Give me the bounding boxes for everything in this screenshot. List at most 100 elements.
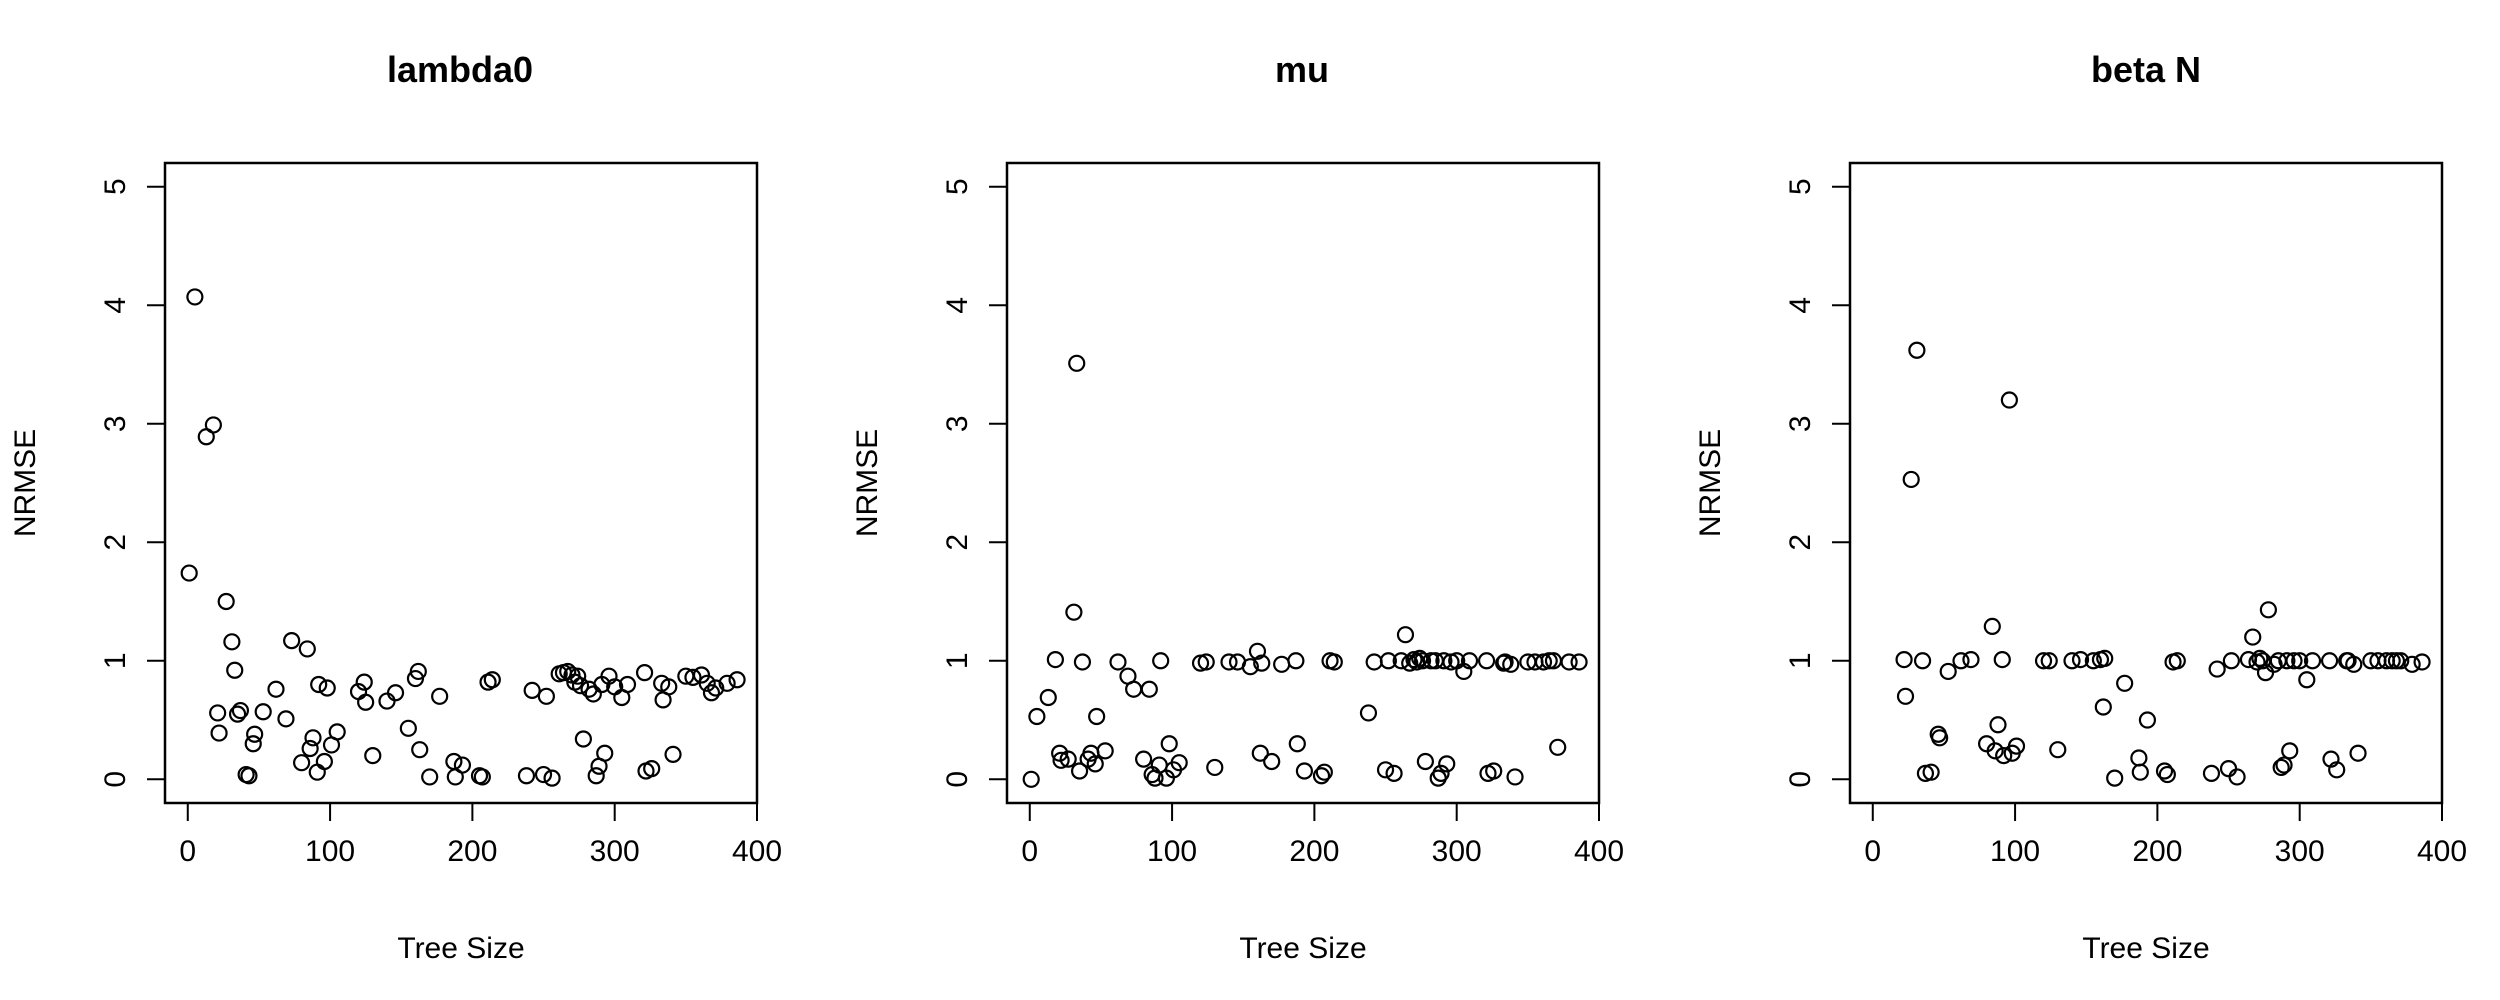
data-point (453, 756, 472, 774)
x-tick-label: 200 (447, 835, 497, 868)
data-point (1086, 755, 1104, 773)
data-point (2387, 652, 2406, 670)
data-point (2281, 742, 2299, 760)
data-point (1039, 688, 1057, 707)
data-point (277, 710, 295, 728)
y-tick-label: 4 (99, 297, 132, 314)
data-point (2000, 391, 2018, 409)
y-tick-label: 5 (99, 178, 132, 195)
x-tick-label: 400 (732, 835, 782, 868)
data-point (244, 735, 262, 753)
x-tick-label: 100 (305, 835, 355, 868)
data-point (1028, 707, 1046, 726)
data-point (1895, 650, 1913, 669)
data-point (584, 685, 602, 703)
data-point (1995, 746, 2013, 765)
data-point (1135, 750, 1153, 768)
data-point (1295, 762, 1314, 780)
x-axis-label: Tree Size (1239, 932, 1366, 965)
data-point (2278, 652, 2296, 670)
y-axis-label: NRMSE (9, 429, 42, 537)
data-point (1422, 652, 1440, 670)
data-point (2222, 652, 2240, 670)
data-point (1288, 735, 1306, 753)
data-point (1540, 652, 1558, 670)
data-point (718, 674, 736, 692)
data-point (2275, 756, 2293, 774)
data-point (2168, 652, 2186, 670)
y-tick-label: 1 (99, 652, 132, 669)
data-point (664, 745, 682, 764)
data-point (2116, 674, 2134, 692)
x-tick-label: 200 (1289, 835, 1339, 868)
data-point (1220, 653, 1238, 671)
data-point (571, 677, 590, 695)
data-point (1416, 752, 1434, 771)
data-point (2034, 652, 2053, 670)
data-point (1502, 655, 1520, 673)
data-point (421, 768, 439, 786)
data-point (2403, 655, 2421, 673)
data-point (1989, 716, 2007, 734)
data-point (1549, 738, 1567, 756)
x-tick-label: 300 (1432, 835, 1482, 868)
data-point (569, 667, 587, 685)
panel-mu: mu 0 100 200 300 400 0 1 2 3 4 5 Tree Size NRMSE (851, 49, 1624, 965)
x-tick-label: 300 (590, 835, 640, 868)
data-point (399, 719, 417, 737)
data-point (1993, 650, 2011, 669)
data-point (1432, 764, 1450, 782)
data-point (209, 704, 227, 722)
panel-title: mu (1275, 49, 1329, 90)
y-tick-label: 3 (1784, 415, 1817, 432)
data-point (1485, 762, 1503, 780)
data-point (1170, 754, 1188, 772)
data-point (1931, 729, 1949, 747)
data-point (1460, 652, 1479, 670)
data-point (1359, 704, 1378, 722)
data-point (2049, 741, 2067, 759)
data-point (1052, 751, 1070, 769)
data-point (2320, 652, 2339, 670)
data-point (355, 673, 373, 691)
data-point (1248, 642, 1267, 660)
data-point (1206, 758, 1224, 777)
data-point (523, 681, 541, 700)
data-point (267, 680, 285, 698)
data-point (2228, 768, 2246, 786)
data-point (2040, 652, 2058, 670)
data-point (1241, 658, 1259, 676)
data-points (1022, 354, 1588, 788)
data-point (223, 633, 241, 651)
panel-beta-n: beta N 0 100 200 300 400 0 1 2 3 4 5 Tree Size NR… (1694, 49, 2467, 965)
data-point (1560, 653, 1578, 671)
data-point (1939, 662, 1957, 681)
data-point (2138, 711, 2157, 729)
data-point (1070, 762, 1089, 780)
data-point (1140, 680, 1158, 698)
data-point (2259, 601, 2277, 619)
y-tick-label: 4 (941, 297, 974, 314)
data-point (1413, 652, 1432, 670)
data-point (2345, 655, 2363, 673)
y-tick-label: 5 (1784, 178, 1817, 195)
data-point (1068, 354, 1086, 372)
panel-title: lambda0 (387, 49, 533, 90)
x-axis-label: Tree Size (397, 932, 524, 965)
data-point (698, 674, 716, 692)
data-point (1325, 653, 1343, 671)
data-point (728, 671, 746, 689)
data-point (1986, 742, 2004, 760)
y-axis: 0 1 2 3 4 5 (1784, 178, 1851, 788)
data-point (298, 640, 316, 658)
data-point (293, 754, 311, 772)
data-point (537, 687, 555, 705)
x-axis: 0 100 200 300 400 (1864, 802, 2467, 868)
data-point (364, 746, 382, 765)
data-point (210, 724, 228, 742)
data-point (310, 675, 328, 694)
data-point (1385, 764, 1403, 782)
x-axis: 0 100 200 300 400 (179, 802, 782, 868)
y-tick-label: 2 (99, 534, 132, 551)
